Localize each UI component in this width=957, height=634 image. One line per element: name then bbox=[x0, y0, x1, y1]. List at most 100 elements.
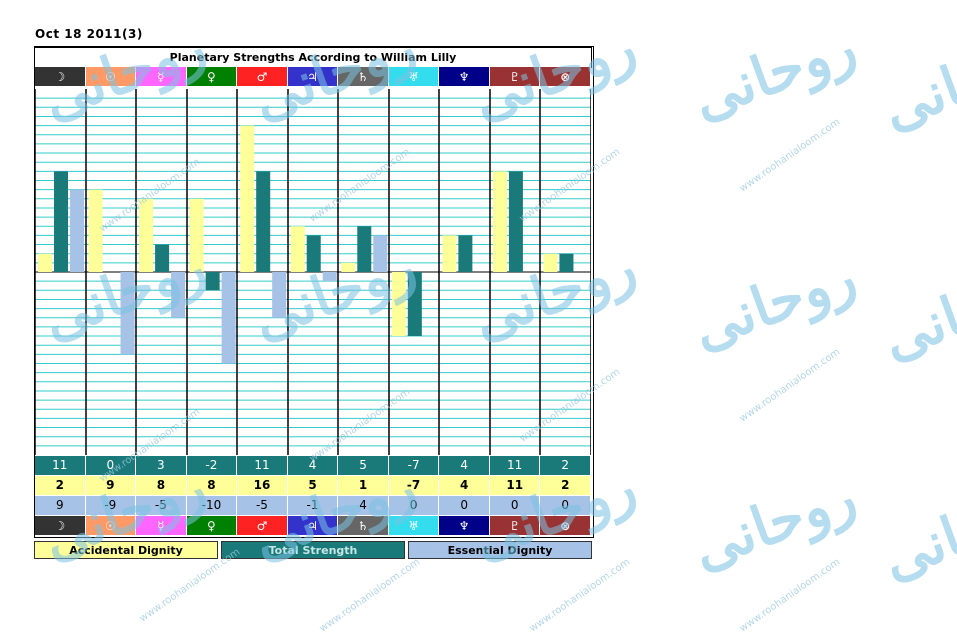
bar-total-strength-mars bbox=[256, 171, 271, 272]
total-value-saturn: 5 bbox=[338, 456, 389, 475]
bottom-symbol-part-of-fortune: ⊗ bbox=[540, 516, 592, 535]
bottom-symbol-pluto: ♇ bbox=[489, 516, 541, 535]
accidental-value-uranus: -7 bbox=[388, 476, 440, 495]
top-symbol-neptune: ♆ bbox=[439, 67, 490, 86]
watermark-logo: روحانی bbox=[873, 23, 957, 143]
accidental-value-mars: 16 bbox=[237, 476, 288, 495]
essential-value-neptune: 0 bbox=[439, 496, 490, 515]
top-symbol-pluto: ♇ bbox=[489, 67, 541, 86]
essential-value-venus: -10 bbox=[186, 496, 238, 515]
bar-essential-dignity-mercury bbox=[171, 272, 186, 318]
planet-symbol-row-top: ☽ ☉ ☿ ♀ ♂ ♃ ♄ ♅ ♆ ♇ ⊗ bbox=[35, 67, 592, 86]
bar-accidental-dignity-mercury bbox=[139, 198, 154, 272]
watermark-logo: روحانی bbox=[683, 463, 865, 583]
bottom-symbol-mars: ♂ bbox=[237, 516, 288, 535]
top-symbol-uranus: ♅ bbox=[388, 67, 440, 86]
accidental-value-sun: 9 bbox=[85, 476, 137, 495]
bar-total-strength-saturn bbox=[357, 226, 372, 272]
total-value-part-of-fortune: 2 bbox=[540, 456, 592, 475]
top-symbol-venus: ♀ bbox=[186, 67, 238, 86]
bottom-symbol-mercury: ☿ bbox=[136, 516, 187, 535]
total-value-mercury: 3 bbox=[136, 456, 187, 475]
watermark-logo: روحانی bbox=[683, 243, 865, 363]
watermark-logo: روحانی bbox=[683, 13, 865, 133]
chart-title: Planetary Strengths According to William… bbox=[34, 47, 592, 68]
bottom-symbol-jupiter: ♃ bbox=[287, 516, 339, 535]
bar-total-strength-pluto bbox=[508, 171, 523, 272]
top-symbol-mars: ♂ bbox=[237, 67, 288, 86]
accidental-value-moon: 2 bbox=[35, 476, 86, 495]
watermark-url: www.roohanialoom.com bbox=[317, 556, 423, 634]
bar-accidental-dignity-pluto bbox=[492, 171, 507, 272]
essential-value-uranus: 0 bbox=[388, 496, 440, 515]
legend-essential-dignity: Essential Dignity bbox=[408, 541, 592, 559]
essential-value-moon: 9 bbox=[35, 496, 86, 515]
watermark-logo: روحانی bbox=[873, 253, 957, 373]
total-value-moon: 11 bbox=[35, 456, 86, 475]
bar-total-strength-part-of-fortune bbox=[559, 253, 574, 272]
bar-essential-dignity-venus bbox=[221, 272, 236, 364]
bottom-symbol-neptune: ♆ bbox=[439, 516, 490, 535]
total-value-pluto: 11 bbox=[489, 456, 541, 475]
top-symbol-saturn: ♄ bbox=[338, 67, 389, 86]
bar-essential-dignity-moon bbox=[70, 189, 84, 272]
accidental-value-mercury: 8 bbox=[136, 476, 187, 495]
accidental-value-neptune: 4 bbox=[439, 476, 490, 495]
watermark-url: www.roohanialoom.com bbox=[737, 116, 843, 195]
top-symbol-part-of-fortune: ⊗ bbox=[540, 67, 592, 86]
essential-dignity-row: 9 -9 -5 -10 -5 -1 4 0 0 0 0 bbox=[35, 496, 592, 515]
essential-value-jupiter: -1 bbox=[287, 496, 339, 515]
accidental-value-pluto: 11 bbox=[489, 476, 541, 495]
bar-accidental-dignity-moon bbox=[38, 253, 52, 272]
total-value-sun: 0 bbox=[85, 456, 137, 475]
bar-essential-dignity-sun bbox=[120, 272, 135, 355]
watermark-url: www.roohanialoom.com bbox=[737, 346, 843, 425]
accidental-value-part-of-fortune: 2 bbox=[540, 476, 592, 495]
essential-value-mars: -5 bbox=[237, 496, 288, 515]
bottom-symbol-moon: ☽ bbox=[35, 516, 86, 535]
bar-essential-dignity-jupiter bbox=[322, 272, 337, 282]
top-symbol-jupiter: ♃ bbox=[287, 67, 339, 86]
bar-total-strength-uranus bbox=[407, 272, 422, 337]
bar-total-strength-jupiter bbox=[306, 235, 321, 272]
strength-bar-plot bbox=[35, 89, 591, 455]
planet-symbol-row-bottom: ☽ ☉ ☿ ♀ ♂ ♃ ♄ ♅ ♆ ♇ ⊗ bbox=[35, 516, 592, 535]
bottom-symbol-saturn: ♄ bbox=[338, 516, 389, 535]
bar-accidental-dignity-saturn bbox=[341, 262, 356, 272]
top-symbol-mercury: ☿ bbox=[136, 67, 187, 86]
bar-accidental-dignity-jupiter bbox=[290, 226, 305, 272]
watermark-url: www.roohanialoom.com bbox=[527, 556, 633, 634]
total-value-mars: 11 bbox=[237, 456, 288, 475]
total-value-uranus: -7 bbox=[388, 456, 440, 475]
accidental-value-jupiter: 5 bbox=[287, 476, 339, 495]
legend-total-strength: Total Strength bbox=[221, 541, 405, 559]
bar-total-strength-venus bbox=[205, 272, 220, 291]
essential-value-mercury: -5 bbox=[136, 496, 187, 515]
bottom-symbol-venus: ♀ bbox=[186, 516, 238, 535]
top-symbol-sun: ☉ bbox=[85, 67, 137, 86]
bar-essential-dignity-saturn bbox=[373, 235, 388, 272]
accidental-value-venus: 8 bbox=[186, 476, 238, 495]
essential-value-pluto: 0 bbox=[489, 496, 541, 515]
accidental-value-saturn: 1 bbox=[338, 476, 389, 495]
watermark-logo: روحانی bbox=[873, 473, 957, 593]
bar-accidental-dignity-uranus bbox=[391, 272, 406, 337]
essential-value-part-of-fortune: 0 bbox=[540, 496, 592, 515]
watermark-url: www.roohanialoom.com bbox=[737, 556, 843, 634]
bar-total-strength-neptune bbox=[458, 235, 473, 272]
bar-total-strength-moon bbox=[54, 171, 68, 272]
bottom-symbol-uranus: ♅ bbox=[388, 516, 440, 535]
bar-essential-dignity-mars bbox=[272, 272, 287, 318]
total-value-venus: -2 bbox=[186, 456, 238, 475]
bar-accidental-dignity-part-of-fortune bbox=[543, 253, 558, 272]
top-symbol-moon: ☽ bbox=[35, 67, 86, 86]
bar-total-strength-mercury bbox=[155, 244, 170, 272]
total-value-jupiter: 4 bbox=[287, 456, 339, 475]
total-value-neptune: 4 bbox=[439, 456, 490, 475]
bar-accidental-dignity-mars bbox=[240, 125, 255, 272]
bar-accidental-dignity-neptune bbox=[442, 235, 457, 272]
legend-accidental-dignity: Accidental Dignity bbox=[34, 541, 218, 559]
chart-date: Oct 18 2011(3) bbox=[35, 27, 143, 41]
bar-accidental-dignity-sun bbox=[88, 189, 103, 272]
bar-accidental-dignity-venus bbox=[189, 198, 204, 272]
